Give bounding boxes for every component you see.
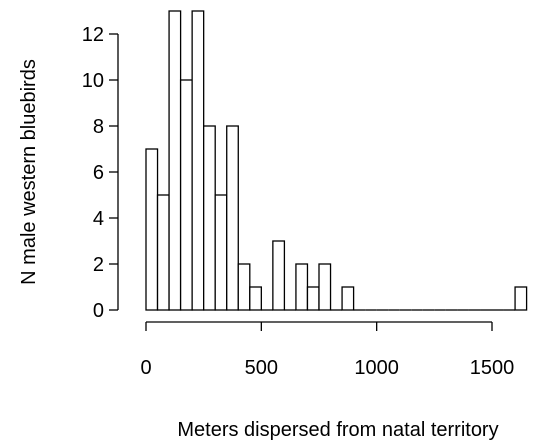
y-tick-label: 10 xyxy=(82,70,104,92)
histogram-bar xyxy=(341,286,355,311)
y-axis-title: N male western bluebirds xyxy=(18,59,40,285)
histogram-bar xyxy=(306,286,320,311)
histogram-bar xyxy=(179,79,193,311)
y-tick-label: 0 xyxy=(93,300,104,322)
x-tick-label: 500 xyxy=(245,357,278,379)
x-axis: 0 500 1000 1500 xyxy=(140,321,515,379)
histogram-bar xyxy=(318,263,332,311)
y-tick-label: 4 xyxy=(93,208,104,230)
y-tick-label: 6 xyxy=(93,162,104,184)
y-tick-label: 8 xyxy=(93,116,104,138)
histogram-bars xyxy=(145,10,528,311)
histogram-bar xyxy=(168,10,182,311)
histogram-bar xyxy=(249,286,262,311)
y-tick-label: 2 xyxy=(93,254,104,276)
histogram-bar xyxy=(514,286,528,311)
histogram-bar xyxy=(237,263,251,311)
x-tick-label: 1500 xyxy=(470,357,515,379)
histogram-bar xyxy=(295,263,309,311)
x-tick-label: 0 xyxy=(140,357,151,379)
y-tick-label: 12 xyxy=(82,24,104,46)
histogram-bar xyxy=(145,148,159,311)
histogram-bar xyxy=(203,125,216,311)
x-axis-title: Meters dispersed from natal territory xyxy=(177,419,498,441)
histogram-bar xyxy=(156,194,170,311)
histogram-bar xyxy=(191,10,205,311)
histogram-bar xyxy=(272,240,286,311)
y-axis: 0 2 4 6 8 10 12 xyxy=(82,24,119,322)
histogram-bar xyxy=(226,125,239,311)
histogram-bar xyxy=(214,194,228,311)
x-tick-label: 1000 xyxy=(354,357,399,379)
